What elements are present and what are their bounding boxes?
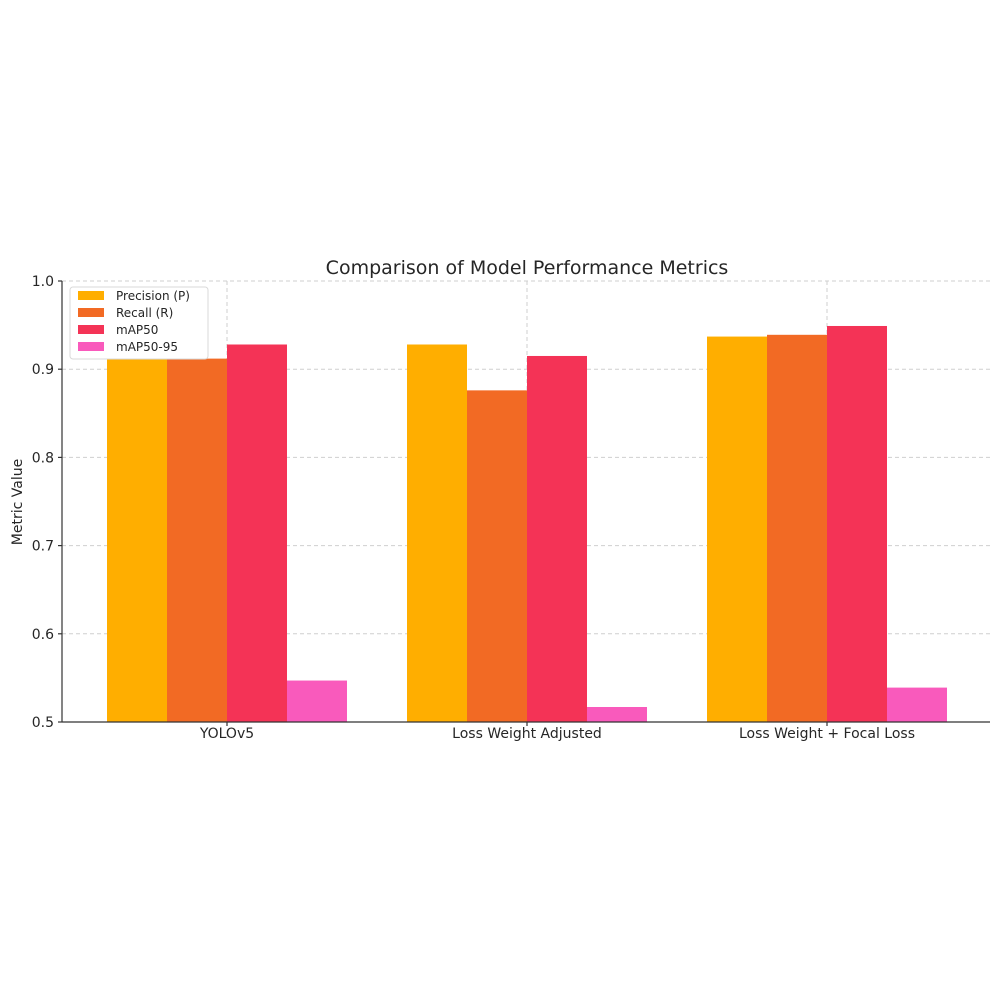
y-tick-label: 0.5	[32, 715, 54, 731]
bar-map50-1	[527, 355, 587, 722]
x-tick-label: Loss Weight + Focal Loss	[739, 726, 915, 742]
legend-label: Precision (P)	[116, 289, 190, 303]
y-tick-label: 0.7	[32, 539, 54, 555]
x-tick-label: Loss Weight Adjusted	[452, 726, 602, 742]
legend-label: mAP50-95	[116, 340, 178, 354]
legend-swatch	[78, 342, 104, 351]
bar-recall-r-0	[167, 358, 227, 722]
bar-map50-2	[827, 325, 887, 722]
bars-layer	[107, 325, 947, 722]
legend-label: mAP50	[116, 323, 158, 337]
axes-layer	[61, 281, 990, 723]
legend-swatch	[78, 291, 104, 300]
bar-map50-95-0	[287, 680, 347, 722]
bar-precision-p-1	[407, 344, 467, 722]
bar-map50-95-1	[587, 707, 647, 722]
ticks-layer: 0.5 0.6 0.7 0.8 0.9 1.0 YOLOv5 Loss Weight Adju…	[32, 274, 915, 742]
legend: Precision (P) Recall (R) mAP50 mAP50-95	[69, 286, 209, 360]
bar-map50-0	[227, 344, 287, 722]
bar-precision-p-2	[707, 336, 767, 722]
legend-frame	[69, 286, 209, 360]
legend-swatch	[78, 325, 104, 334]
bar-precision-p-0	[107, 358, 167, 722]
y-tick-label: 0.8	[32, 450, 54, 466]
chart-title: Comparison of Model Performance Metrics	[326, 257, 729, 279]
y-axis-label: Metric Value	[10, 459, 26, 545]
bar-recall-r-1	[467, 390, 527, 722]
x-tick-label: YOLOv5	[199, 726, 254, 742]
y-tick-label: 0.9	[32, 362, 54, 378]
bar-recall-r-2	[767, 334, 827, 722]
bar-map50-95-2	[887, 687, 947, 722]
y-tick-label: 1.0	[32, 274, 54, 290]
legend-label: Recall (R)	[116, 306, 173, 320]
legend-swatch	[78, 308, 104, 317]
y-tick-label: 0.6	[32, 627, 54, 643]
